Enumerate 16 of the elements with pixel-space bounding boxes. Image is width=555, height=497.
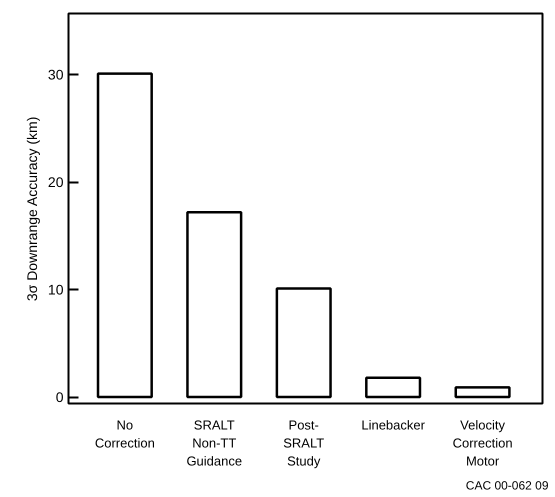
bar — [454, 386, 511, 398]
y-tick-label: 30 — [48, 66, 64, 83]
y-tick-label: 10 — [48, 282, 64, 298]
bar — [96, 72, 153, 398]
x-tick-label: Post- SRALT Study — [283, 418, 324, 468]
y-axis-title: 3σ Downrange Accuracy (km) — [24, 116, 40, 302]
x-tick-label: Velocity Correction Motor — [452, 418, 513, 468]
bar — [276, 287, 332, 398]
bar — [186, 211, 242, 398]
x-tick-label: SRALT Non-TT Guidance — [186, 418, 242, 468]
y-tick-label: 20 — [48, 174, 64, 190]
x-tick-label: No Correction — [94, 418, 155, 450]
bar — [365, 376, 422, 398]
y-tick-label: 0 — [56, 389, 64, 406]
text: CAC 00-062 09 — [466, 478, 549, 492]
x-tick-label: Linebacker — [361, 418, 426, 432]
